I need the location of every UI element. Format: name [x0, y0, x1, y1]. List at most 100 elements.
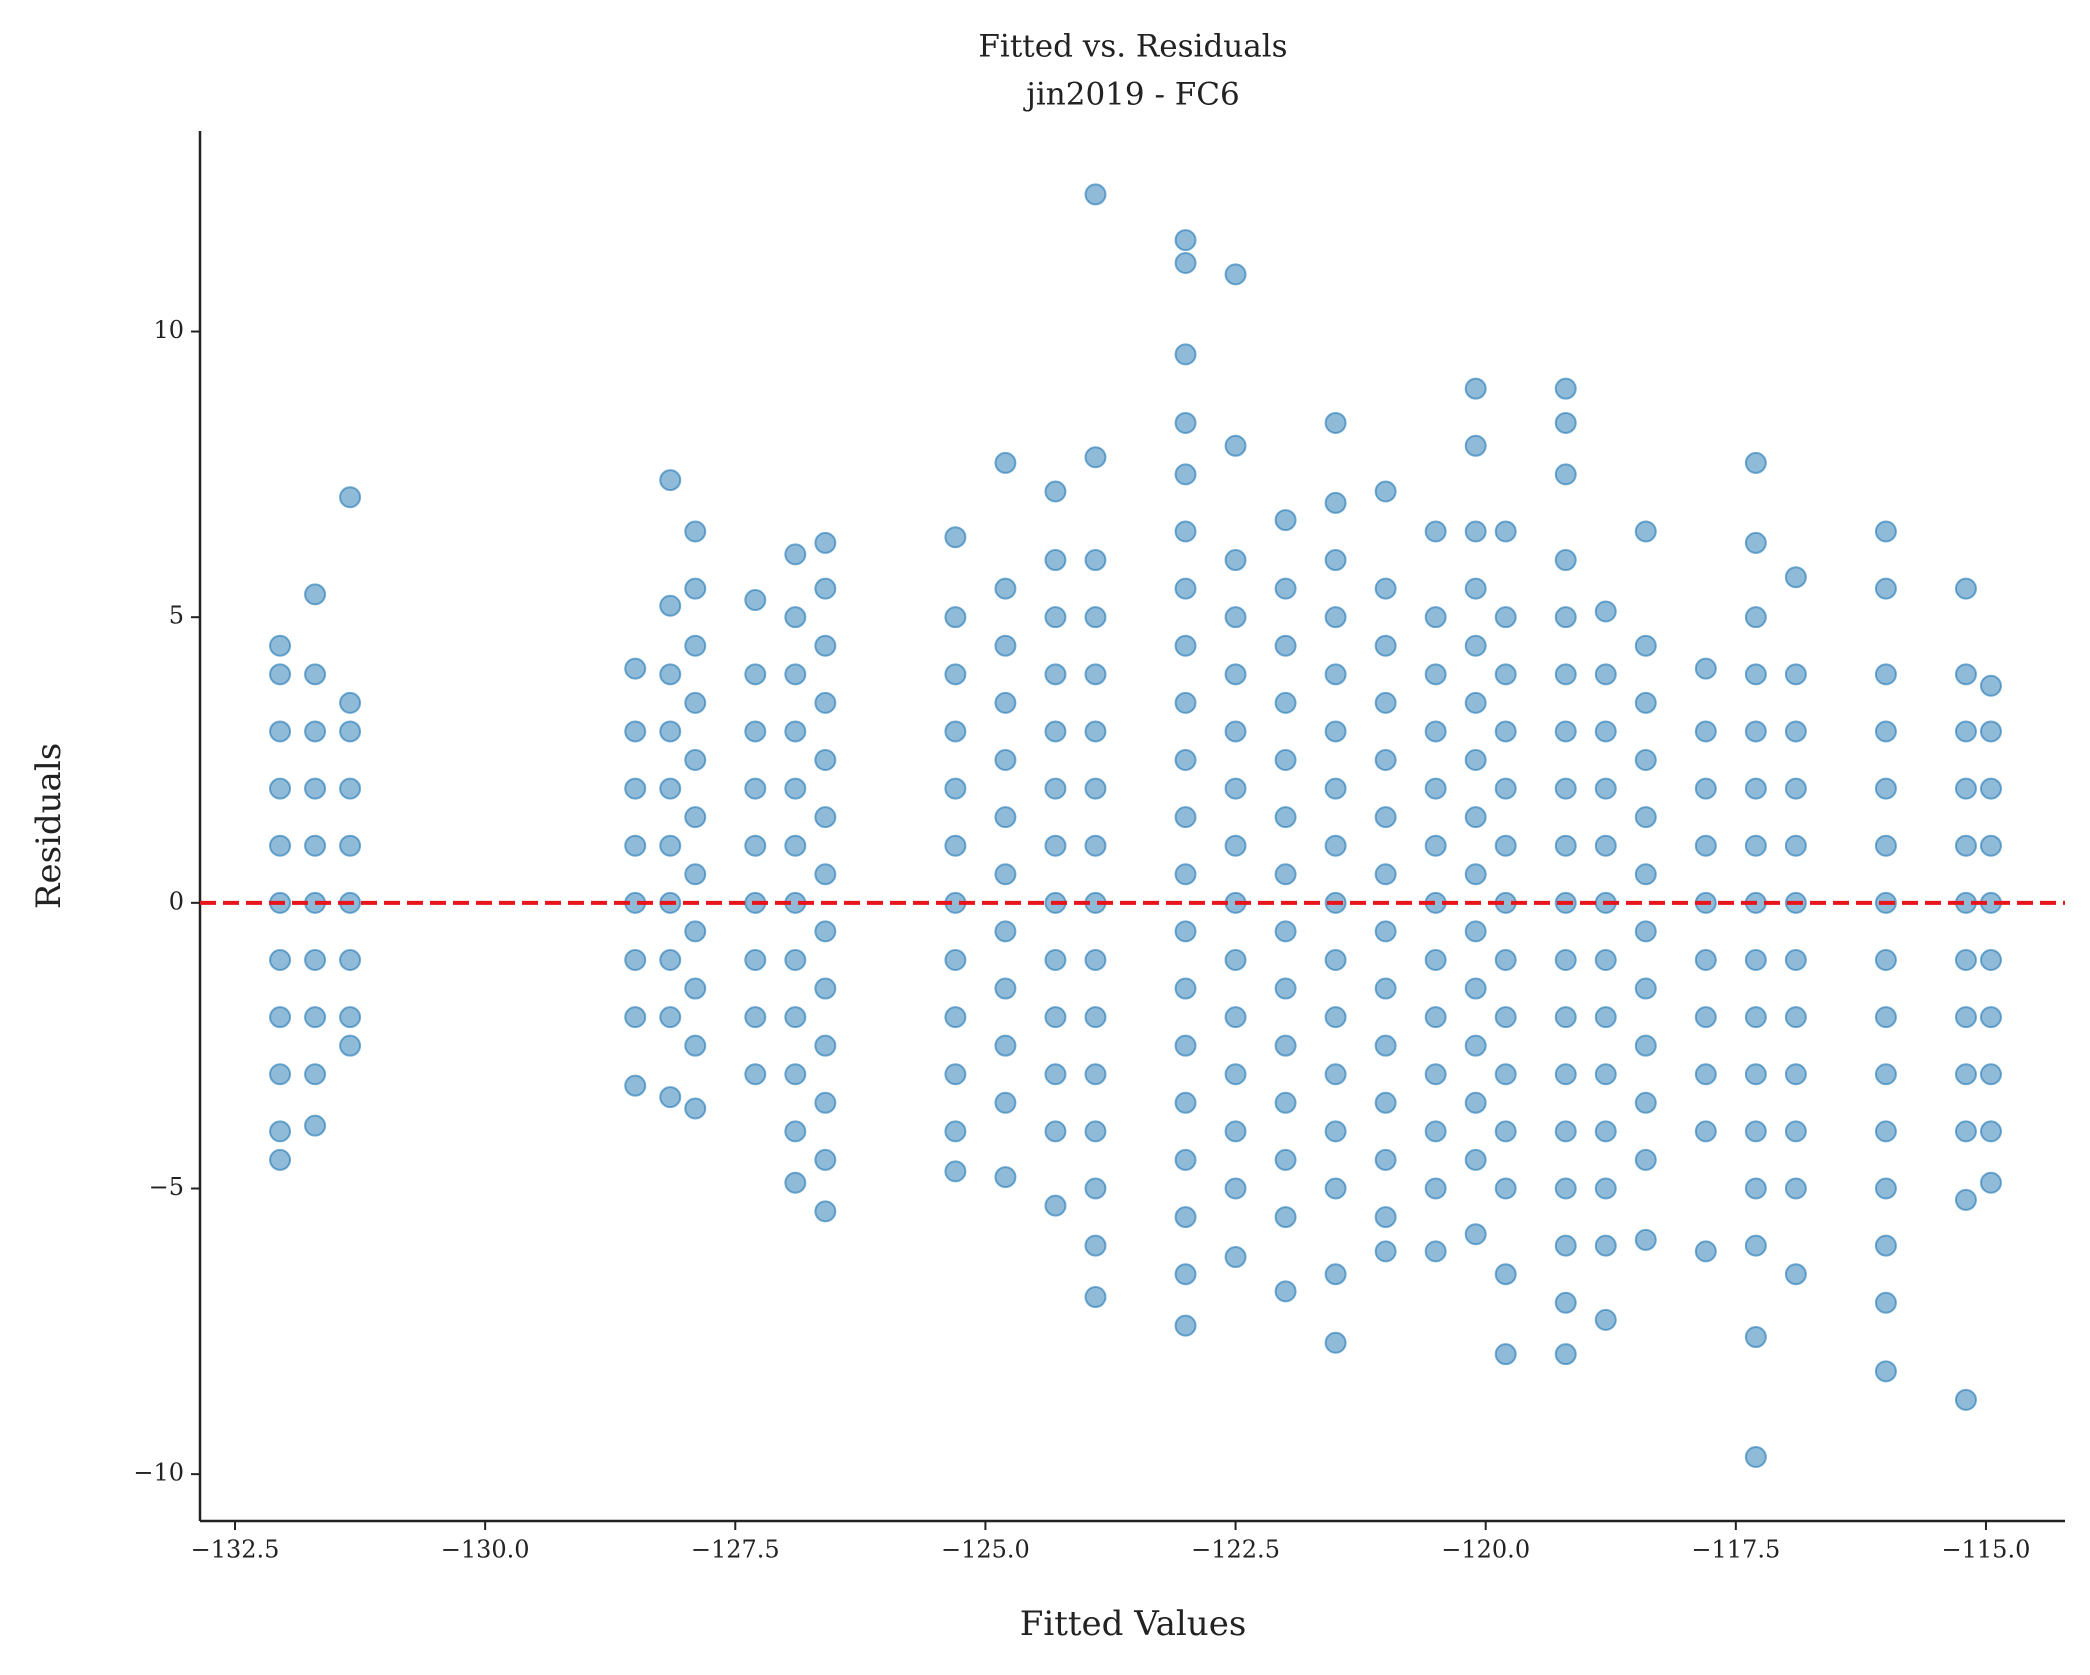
- point: [1324, 606, 1347, 629]
- point: [1224, 834, 1247, 857]
- x-tick-label: −130.0: [441, 1536, 530, 1564]
- point: [1494, 606, 1517, 629]
- point: [1224, 606, 1247, 629]
- point: [1424, 720, 1447, 743]
- point: [1874, 1177, 1897, 1200]
- point: [1784, 720, 1807, 743]
- point: [1424, 1006, 1447, 1029]
- point: [1224, 434, 1247, 457]
- point: [944, 663, 967, 686]
- point: [1594, 1177, 1617, 1200]
- point: [1274, 509, 1297, 532]
- point: [1634, 806, 1657, 829]
- point: [1174, 343, 1197, 366]
- point: [624, 948, 647, 971]
- point: [1554, 1291, 1577, 1314]
- point: [269, 1120, 292, 1143]
- point: [994, 1034, 1017, 1057]
- point: [1424, 948, 1447, 971]
- point: [944, 720, 967, 743]
- point: [1494, 1120, 1517, 1143]
- point: [1274, 977, 1297, 1000]
- point: [1594, 720, 1617, 743]
- point: [1784, 663, 1807, 686]
- point: [1274, 577, 1297, 600]
- point: [1174, 1206, 1197, 1229]
- point: [1174, 1263, 1197, 1286]
- point: [994, 920, 1017, 943]
- point: [659, 777, 682, 800]
- point: [1374, 749, 1397, 772]
- point: [1374, 480, 1397, 503]
- point: [269, 634, 292, 657]
- point: [1494, 834, 1517, 857]
- point: [1174, 577, 1197, 600]
- point: [1324, 1331, 1347, 1354]
- point: [1744, 834, 1767, 857]
- point: [1084, 1286, 1107, 1309]
- point: [744, 589, 767, 612]
- point: [1954, 777, 1977, 800]
- point: [1744, 1120, 1767, 1143]
- point: [339, 1006, 362, 1029]
- point: [1594, 1006, 1617, 1029]
- point: [659, 1006, 682, 1029]
- y-tick-label: 10: [153, 316, 184, 344]
- x-tick-label: −115.0: [1942, 1536, 2031, 1564]
- point: [1554, 377, 1577, 400]
- point: [1174, 749, 1197, 772]
- y-tick-label: 5: [169, 602, 184, 630]
- point: [1694, 1006, 1717, 1029]
- point: [1424, 663, 1447, 686]
- point: [1464, 1091, 1487, 1114]
- point: [659, 948, 682, 971]
- point: [1174, 411, 1197, 434]
- point: [944, 606, 967, 629]
- point: [1084, 1234, 1107, 1257]
- point: [1784, 566, 1807, 589]
- point: [1694, 834, 1717, 857]
- point: [1084, 834, 1107, 857]
- point: [1694, 1063, 1717, 1086]
- point: [339, 691, 362, 714]
- point: [1744, 606, 1767, 629]
- point: [1554, 1343, 1577, 1366]
- point: [1424, 777, 1447, 800]
- point: [744, 834, 767, 857]
- point: [304, 1063, 327, 1086]
- point: [994, 577, 1017, 600]
- point: [339, 720, 362, 743]
- point: [1374, 977, 1397, 1000]
- point: [814, 577, 837, 600]
- point: [269, 663, 292, 686]
- point: [1979, 1120, 2002, 1143]
- point: [1744, 1006, 1767, 1029]
- point: [1494, 663, 1517, 686]
- point: [994, 634, 1017, 657]
- point: [1464, 634, 1487, 657]
- point: [1084, 606, 1107, 629]
- point: [1494, 1263, 1517, 1286]
- point: [1174, 920, 1197, 943]
- point: [269, 948, 292, 971]
- point: [944, 1160, 967, 1183]
- point: [1954, 1120, 1977, 1143]
- point: [814, 863, 837, 886]
- point: [684, 863, 707, 886]
- point: [1224, 1006, 1247, 1029]
- point: [1274, 1206, 1297, 1229]
- point: [1084, 1120, 1107, 1143]
- point: [784, 1063, 807, 1086]
- point: [339, 1034, 362, 1057]
- point: [1044, 1063, 1067, 1086]
- point: [1874, 720, 1897, 743]
- point: [784, 720, 807, 743]
- point: [1744, 777, 1767, 800]
- point: [1324, 549, 1347, 572]
- point: [814, 1148, 837, 1171]
- point: [1874, 1360, 1897, 1383]
- point: [944, 1063, 967, 1086]
- point: [744, 720, 767, 743]
- point: [1374, 577, 1397, 600]
- point: [1594, 1308, 1617, 1331]
